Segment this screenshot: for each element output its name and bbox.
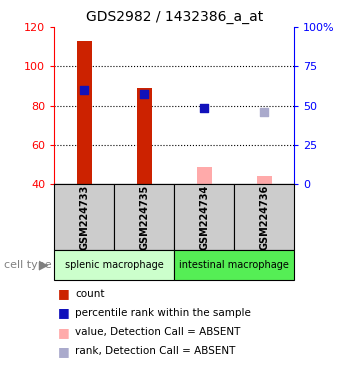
Bar — [114, 184, 174, 250]
Bar — [136, 88, 152, 184]
Text: ■: ■ — [58, 345, 70, 358]
Text: ■: ■ — [58, 306, 70, 319]
Bar — [257, 177, 272, 184]
Text: splenic macrophage: splenic macrophage — [65, 260, 163, 270]
Point — [201, 104, 207, 111]
Text: GSM224734: GSM224734 — [199, 184, 209, 250]
Point — [261, 108, 267, 114]
Point — [82, 87, 87, 93]
Text: value, Detection Call = ABSENT: value, Detection Call = ABSENT — [75, 327, 241, 337]
Text: count: count — [75, 289, 105, 299]
Bar — [234, 184, 294, 250]
Text: intestinal macrophage: intestinal macrophage — [179, 260, 289, 270]
Bar — [54, 184, 114, 250]
Bar — [174, 184, 234, 250]
Text: GSM224735: GSM224735 — [139, 184, 149, 250]
Bar — [197, 167, 212, 184]
Text: ▶: ▶ — [39, 258, 49, 271]
Text: rank, Detection Call = ABSENT: rank, Detection Call = ABSENT — [75, 346, 236, 356]
Point — [141, 91, 147, 97]
Text: GSM224733: GSM224733 — [79, 184, 89, 250]
Text: cell type: cell type — [4, 260, 51, 270]
Bar — [77, 41, 92, 184]
Bar — [54, 250, 174, 280]
Text: percentile rank within the sample: percentile rank within the sample — [75, 308, 251, 318]
Bar — [174, 250, 294, 280]
Text: GSM224736: GSM224736 — [259, 184, 269, 250]
Text: GDS2982 / 1432386_a_at: GDS2982 / 1432386_a_at — [86, 10, 264, 23]
Text: ■: ■ — [58, 326, 70, 339]
Text: ■: ■ — [58, 287, 70, 300]
